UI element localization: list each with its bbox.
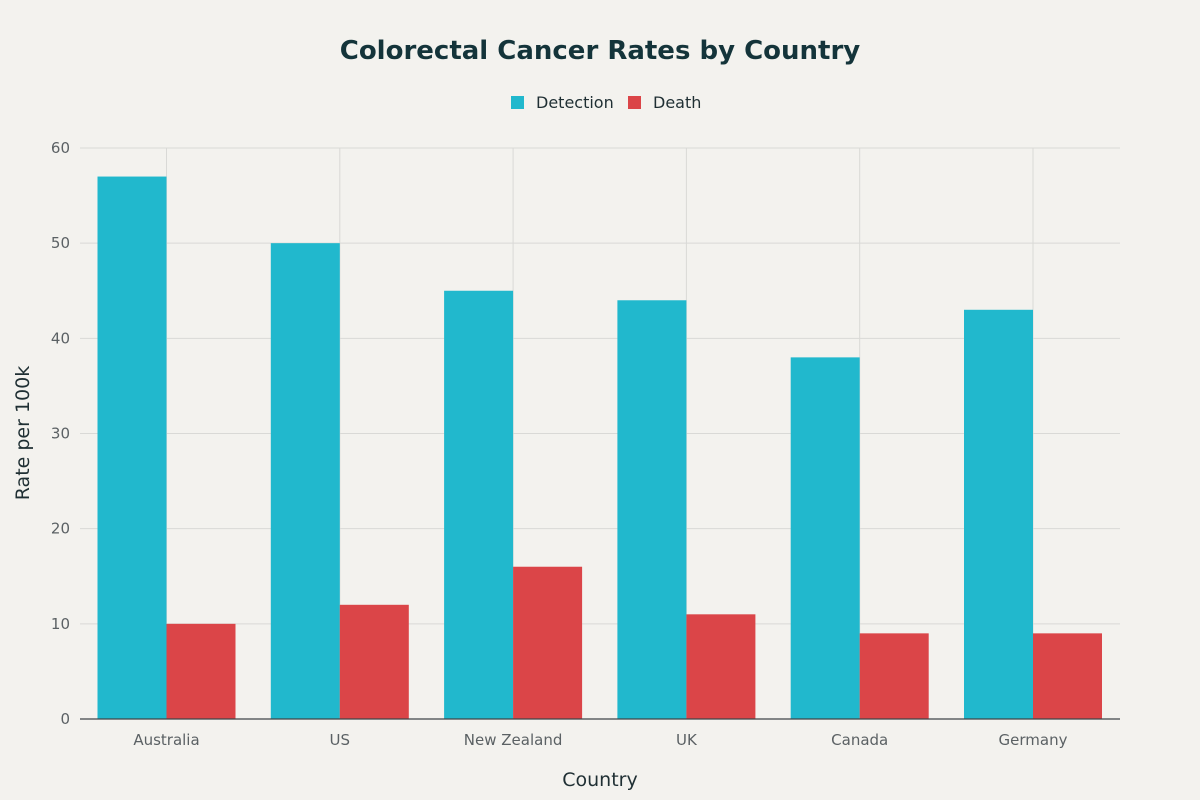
bar-death-uk [686, 614, 756, 719]
x-tick-label-uk: UK [676, 731, 698, 749]
x-tick-label-new-zealand: New Zealand [464, 731, 563, 749]
bar-death-us [339, 604, 409, 719]
bars [97, 176, 1102, 720]
bar-detection-us [270, 243, 340, 719]
x-tick-label-us: US [330, 731, 351, 749]
bar-death-germany [1033, 633, 1102, 719]
y-tick-label: 40 [51, 329, 70, 347]
bar-death-australia [166, 623, 236, 719]
bar-detection-germany [964, 309, 1033, 719]
axes: 0 10 20 30 40 50 60 Australia US New Zealand UK Can… [51, 139, 1120, 749]
y-tick-label: 10 [51, 615, 70, 633]
x-tick-label-canada: Canada [831, 731, 888, 749]
y-tick-label: 50 [51, 234, 70, 252]
y-axis-title: Rate per 100k [12, 366, 34, 500]
chart-title: Colorectal Cancer Rates by Country [340, 36, 861, 66]
bar-detection-new-zealand [444, 290, 514, 719]
bar-detection-canada [790, 357, 860, 719]
bar-death-canada [859, 633, 929, 719]
bar-detection-uk [617, 300, 687, 719]
y-tick-label: 30 [51, 425, 70, 443]
y-tick-label: 20 [51, 520, 70, 538]
legend-label-detection: Detection [536, 93, 614, 112]
legend-swatch-detection [511, 96, 524, 109]
bar-detection-australia [97, 176, 167, 720]
x-axis-title: Country [562, 769, 637, 791]
legend-swatch-death [628, 96, 641, 109]
y-tick-label: 60 [51, 139, 70, 157]
bar-death-new-zealand [513, 566, 583, 719]
x-tick-label-australia: Australia [133, 731, 199, 749]
y-tick-label: 0 [60, 710, 70, 728]
legend-label-death: Death [653, 93, 701, 112]
legend: Detection Death [511, 93, 701, 112]
x-tick-label-germany: Germany [999, 731, 1068, 749]
